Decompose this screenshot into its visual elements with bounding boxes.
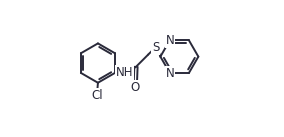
Text: S: S — [152, 41, 159, 54]
Text: Cl: Cl — [91, 89, 103, 102]
Text: O: O — [131, 81, 140, 94]
Text: N: N — [166, 67, 174, 80]
Text: NH: NH — [116, 66, 133, 79]
Text: N: N — [166, 34, 174, 47]
